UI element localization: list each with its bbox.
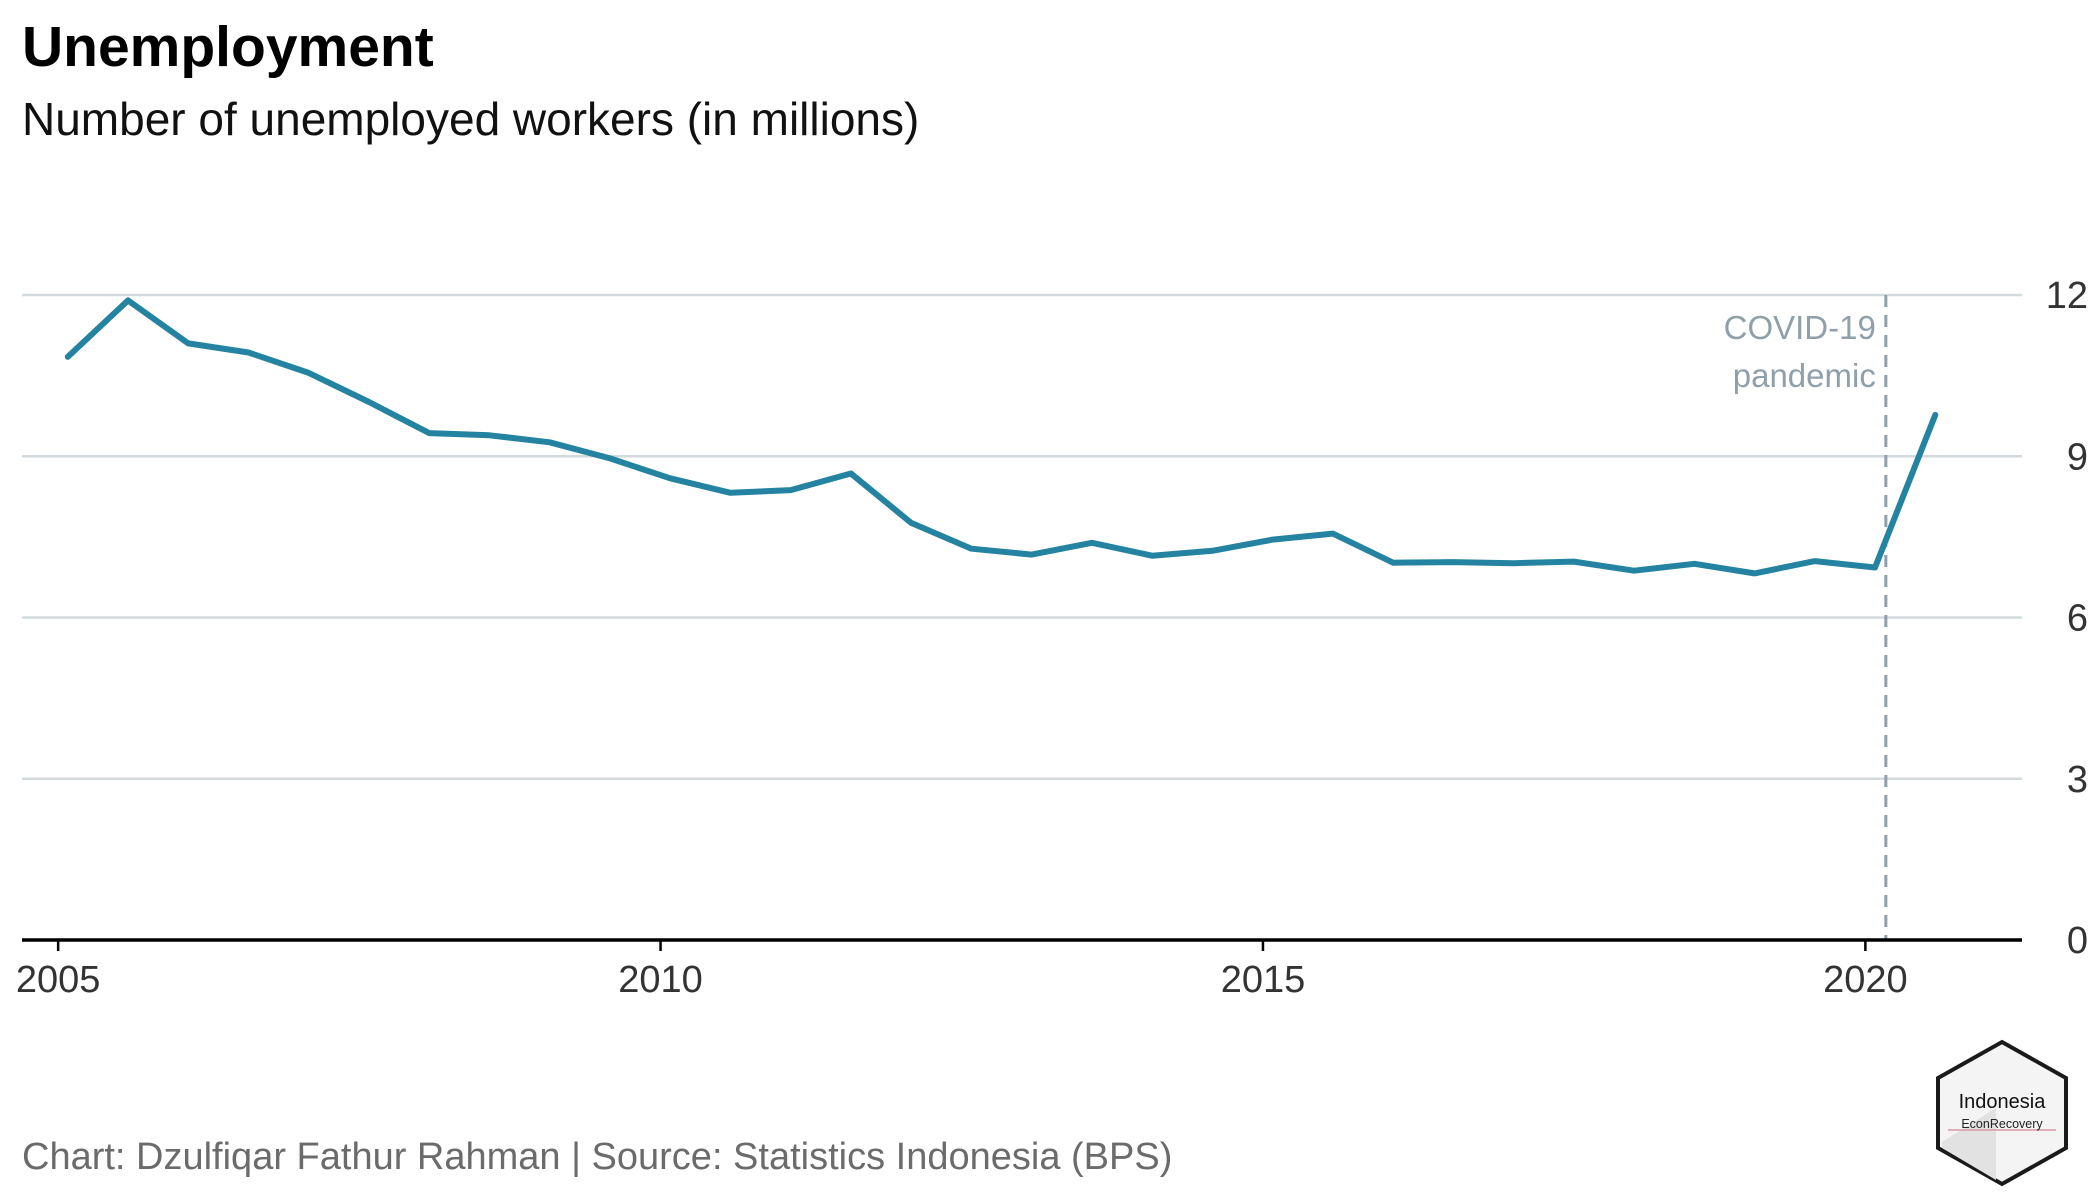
covid-label-line-1: COVID-19 (1724, 309, 1876, 346)
logo-line-1: Indonesia (1959, 1091, 2047, 1113)
indonesia-econrecovery-logo: Indonesia EconRecovery (1936, 1039, 2068, 1187)
x-tick-label-2005: 2005 (16, 959, 101, 1001)
x-tick-label-2015: 2015 (1221, 959, 1306, 1001)
x-tick-label-2020: 2020 (1823, 959, 1908, 1001)
source-caption: Chart: Dzulfiqar Fathur Rahman | Source:… (22, 1136, 1173, 1178)
chart-subtitle: Number of unemployed workers (in million… (22, 93, 920, 145)
covid-label-line-2: pandemic (1733, 357, 1876, 394)
y-tick-label-9: 9 (2067, 436, 2088, 478)
chart-title: Unemployment (22, 15, 434, 79)
gridlines (22, 293, 2022, 780)
covid-annotation: COVID-19 pandemic (1724, 295, 1888, 940)
y-tick-label-12: 12 (2046, 275, 2088, 317)
y-tick-label-6: 6 (2067, 598, 2088, 640)
series (64, 297, 1939, 577)
x-tick-label-2010: 2010 (618, 959, 703, 1001)
axes: 0 3 6 9 12 2005 2010 2015 2020 (16, 275, 2088, 1001)
unemployment-line-chart: COVID-19 pandemic 0 3 6 9 12 2005 2010 2015 2020 (16, 275, 2088, 1001)
unemployment-series-line (64, 297, 1939, 577)
y-tick-label-0: 0 (2067, 920, 2088, 962)
logo-line-2: EconRecovery (1961, 1117, 2043, 1131)
y-tick-label-3: 3 (2067, 759, 2088, 801)
